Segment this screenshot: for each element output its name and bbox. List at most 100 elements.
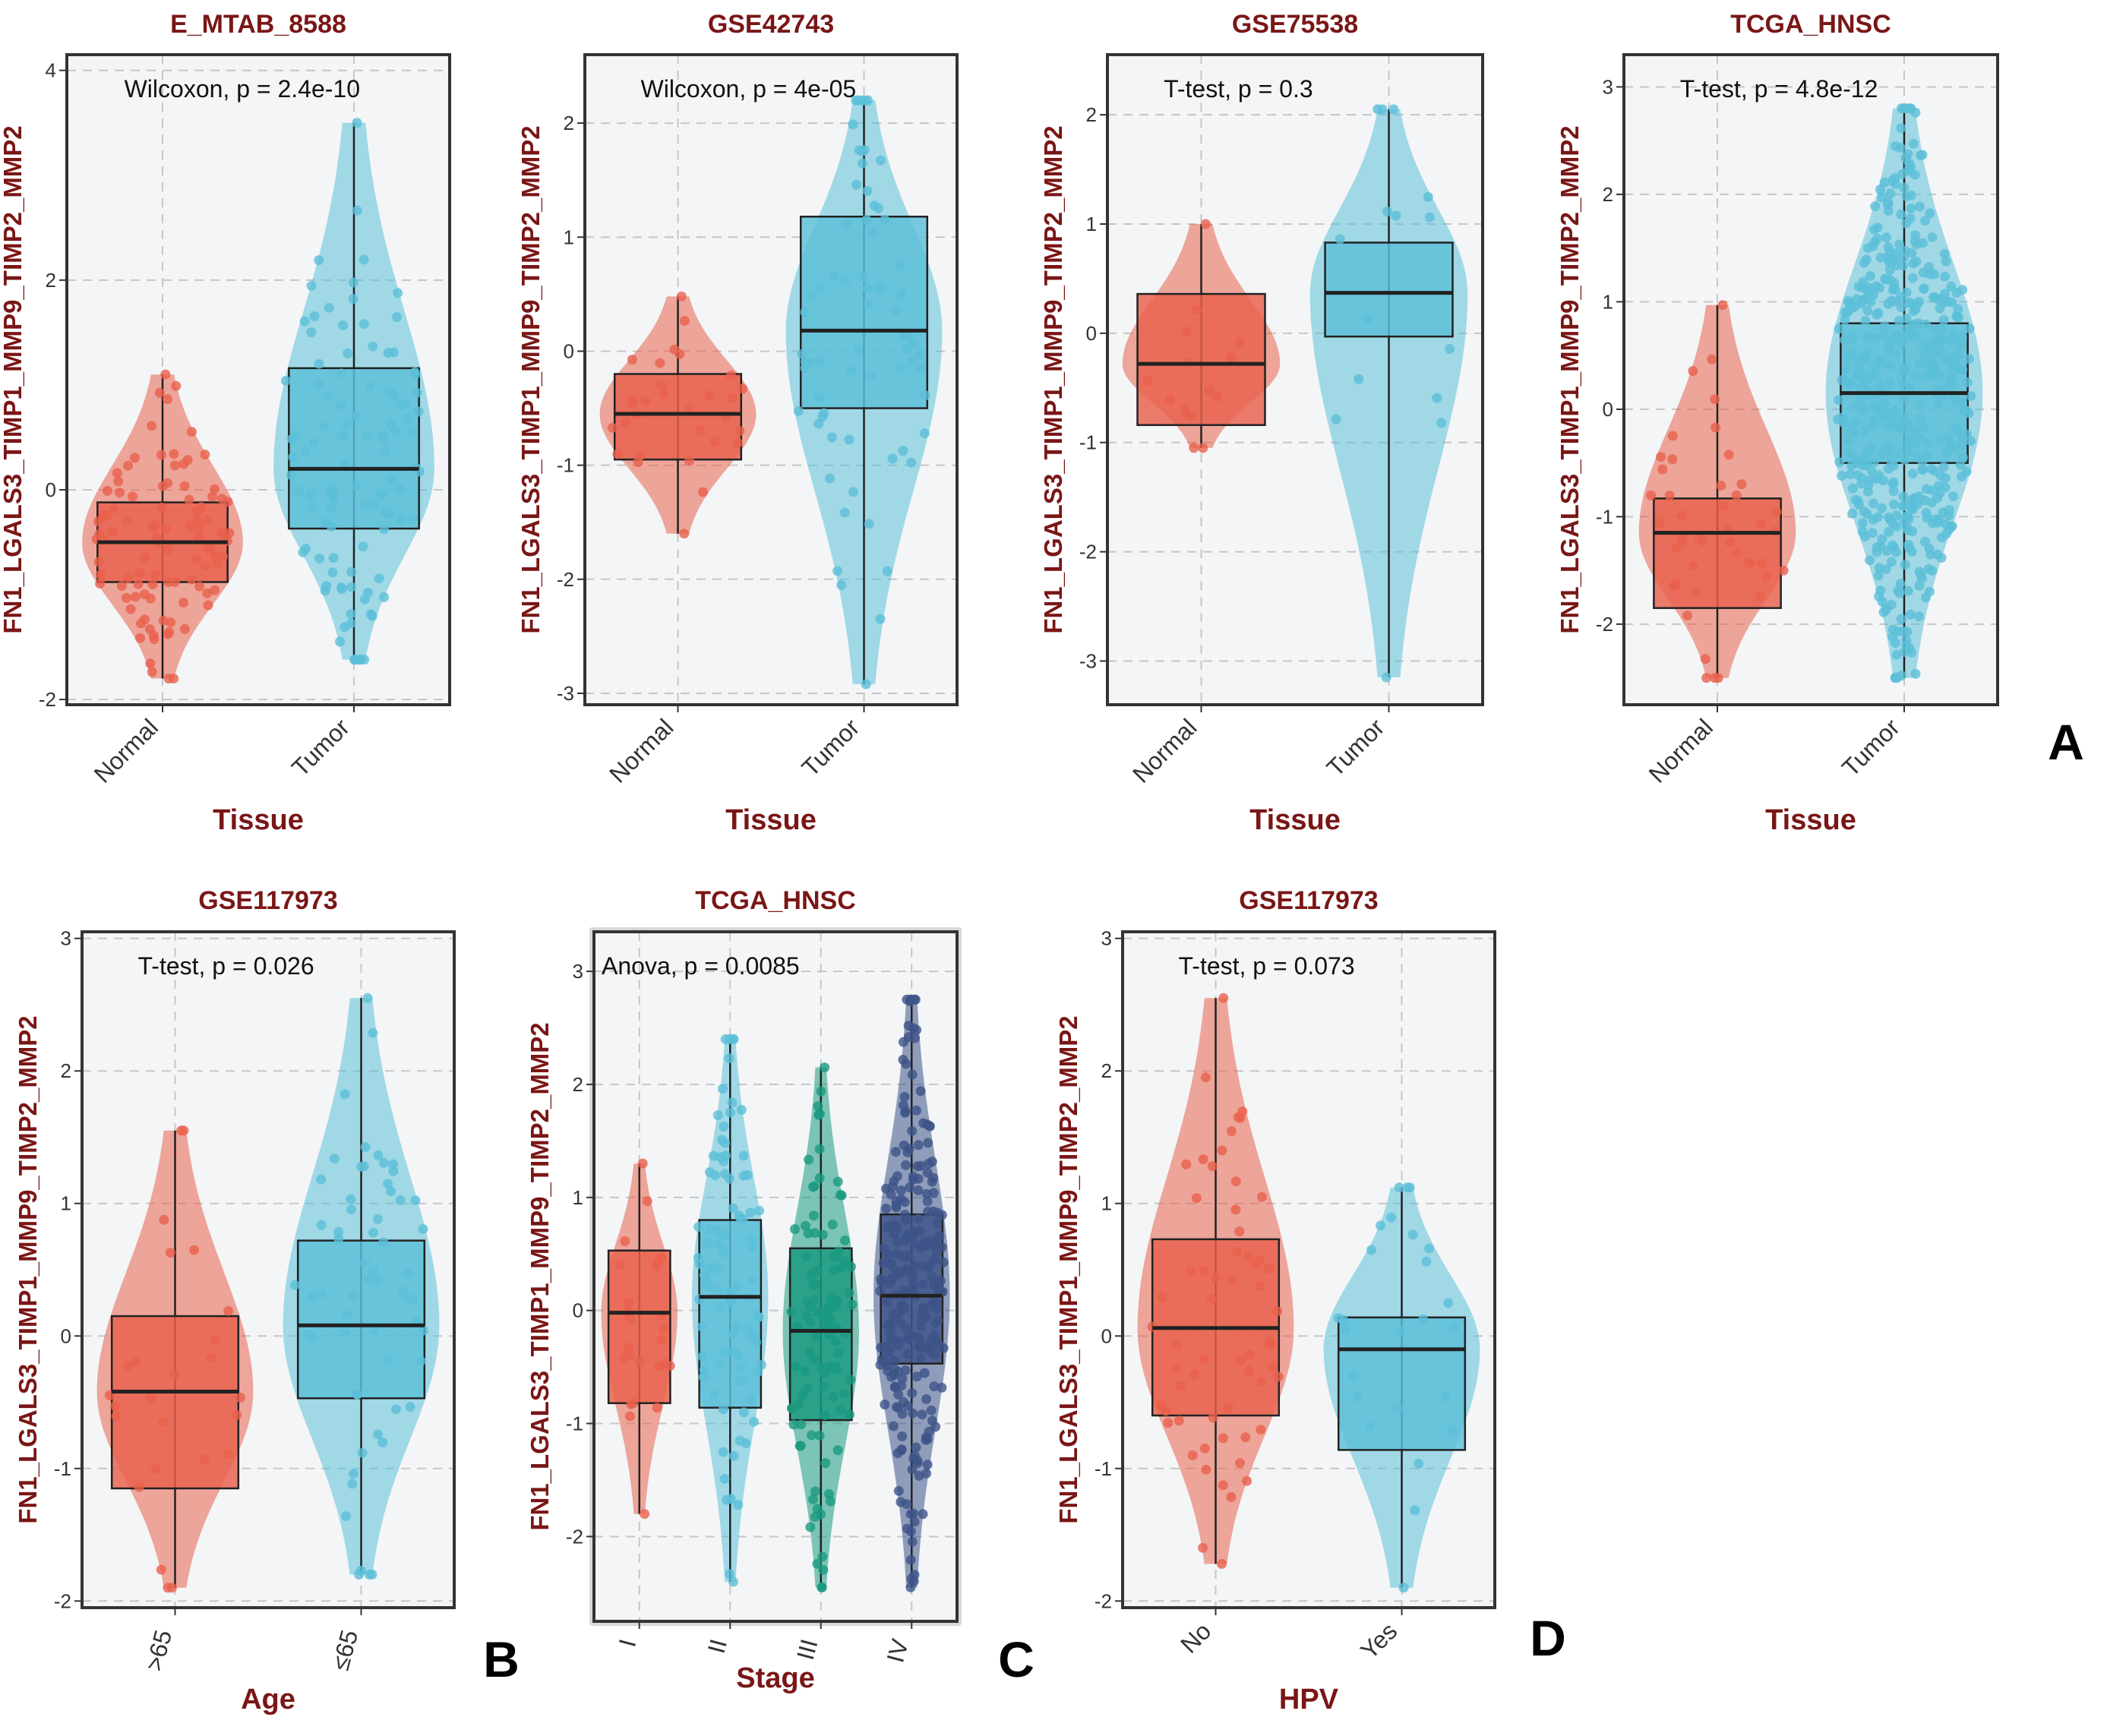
- point: [896, 1444, 907, 1455]
- point: [365, 381, 375, 391]
- y-tick-label: -1: [557, 454, 574, 477]
- point: [896, 292, 906, 301]
- point: [719, 1347, 730, 1358]
- point: [1263, 1264, 1274, 1274]
- point: [926, 1302, 937, 1312]
- point: [1234, 337, 1245, 348]
- point: [1919, 536, 1930, 547]
- point: [805, 1522, 816, 1532]
- point: [889, 1356, 900, 1366]
- point: [1929, 292, 1939, 302]
- point: [1903, 525, 1913, 535]
- point: [1716, 480, 1726, 491]
- point: [171, 380, 182, 391]
- point: [727, 393, 738, 404]
- point: [1900, 153, 1911, 163]
- point: [1242, 1476, 1253, 1486]
- point: [915, 349, 925, 360]
- point: [316, 1174, 327, 1185]
- point: [1910, 371, 1921, 382]
- point: [1667, 431, 1678, 441]
- point: [897, 1374, 908, 1384]
- plot-frame: [583, 53, 959, 706]
- point: [913, 1214, 924, 1224]
- point: [919, 428, 930, 438]
- point: [905, 1509, 916, 1520]
- y-tick-label: -1: [566, 1412, 583, 1435]
- y-tick-label: 0: [1603, 398, 1613, 421]
- point: [154, 387, 165, 398]
- point: [379, 592, 390, 602]
- point: [158, 1417, 169, 1428]
- point: [717, 1084, 728, 1094]
- point: [1335, 234, 1345, 245]
- chart-panel-2: Normal Tumor -3 -2 -1 0 1 2 GSE42743 Wilcoxon, p …: [516, 10, 959, 836]
- point: [163, 629, 173, 639]
- point: [1447, 1425, 1458, 1435]
- point: [1890, 254, 1900, 264]
- point: [620, 1236, 630, 1246]
- point: [818, 1564, 829, 1575]
- point: [1896, 614, 1906, 624]
- point: [1203, 385, 1214, 396]
- point: [1834, 457, 1845, 468]
- x-tick-label: IV: [881, 1636, 914, 1665]
- point: [905, 1182, 915, 1193]
- point: [809, 1295, 820, 1305]
- point: [194, 523, 204, 534]
- point: [1250, 1258, 1261, 1269]
- point: [1907, 469, 1918, 479]
- point: [1891, 406, 1901, 417]
- point: [1932, 336, 1942, 346]
- point: [624, 1411, 635, 1422]
- point: [1914, 611, 1925, 622]
- point: [165, 1248, 175, 1258]
- point: [130, 453, 140, 463]
- point: [392, 312, 403, 322]
- point: [107, 527, 118, 537]
- point: [360, 1142, 371, 1152]
- point: [810, 1355, 820, 1365]
- point: [1224, 1403, 1234, 1413]
- point: [1879, 177, 1890, 188]
- points-I: [614, 1158, 675, 1520]
- point: [1755, 591, 1765, 601]
- point: [352, 1389, 363, 1400]
- point: [1938, 462, 1949, 472]
- point: [163, 544, 173, 555]
- point: [1852, 469, 1862, 480]
- point: [389, 390, 400, 401]
- point: [348, 1469, 359, 1479]
- point: [1845, 469, 1856, 480]
- y-tick-label: 1: [573, 1186, 583, 1209]
- point: [1854, 500, 1865, 510]
- point: [1198, 443, 1208, 453]
- panel-title: E_MTAB_8588: [170, 10, 346, 39]
- x-tick-label: Tumor: [796, 713, 864, 781]
- point: [719, 1473, 730, 1484]
- point: [314, 255, 324, 266]
- point: [627, 399, 637, 409]
- point: [159, 1214, 169, 1225]
- point: [803, 1383, 813, 1394]
- point: [1341, 1324, 1351, 1334]
- point: [396, 515, 407, 525]
- point: [364, 1569, 374, 1580]
- point: [1957, 332, 1967, 342]
- point: [1840, 314, 1850, 325]
- point: [368, 1227, 378, 1238]
- point: [316, 1220, 327, 1230]
- point: [418, 1224, 428, 1234]
- point: [726, 371, 736, 381]
- point: [1917, 238, 1928, 248]
- point: [833, 1348, 844, 1359]
- point: [1174, 1416, 1184, 1426]
- point: [1226, 352, 1237, 363]
- point: [326, 503, 336, 514]
- point: [710, 1170, 721, 1181]
- point: [1903, 539, 1914, 550]
- point: [1869, 457, 1879, 468]
- point: [749, 1416, 759, 1427]
- point: [1395, 1325, 1405, 1336]
